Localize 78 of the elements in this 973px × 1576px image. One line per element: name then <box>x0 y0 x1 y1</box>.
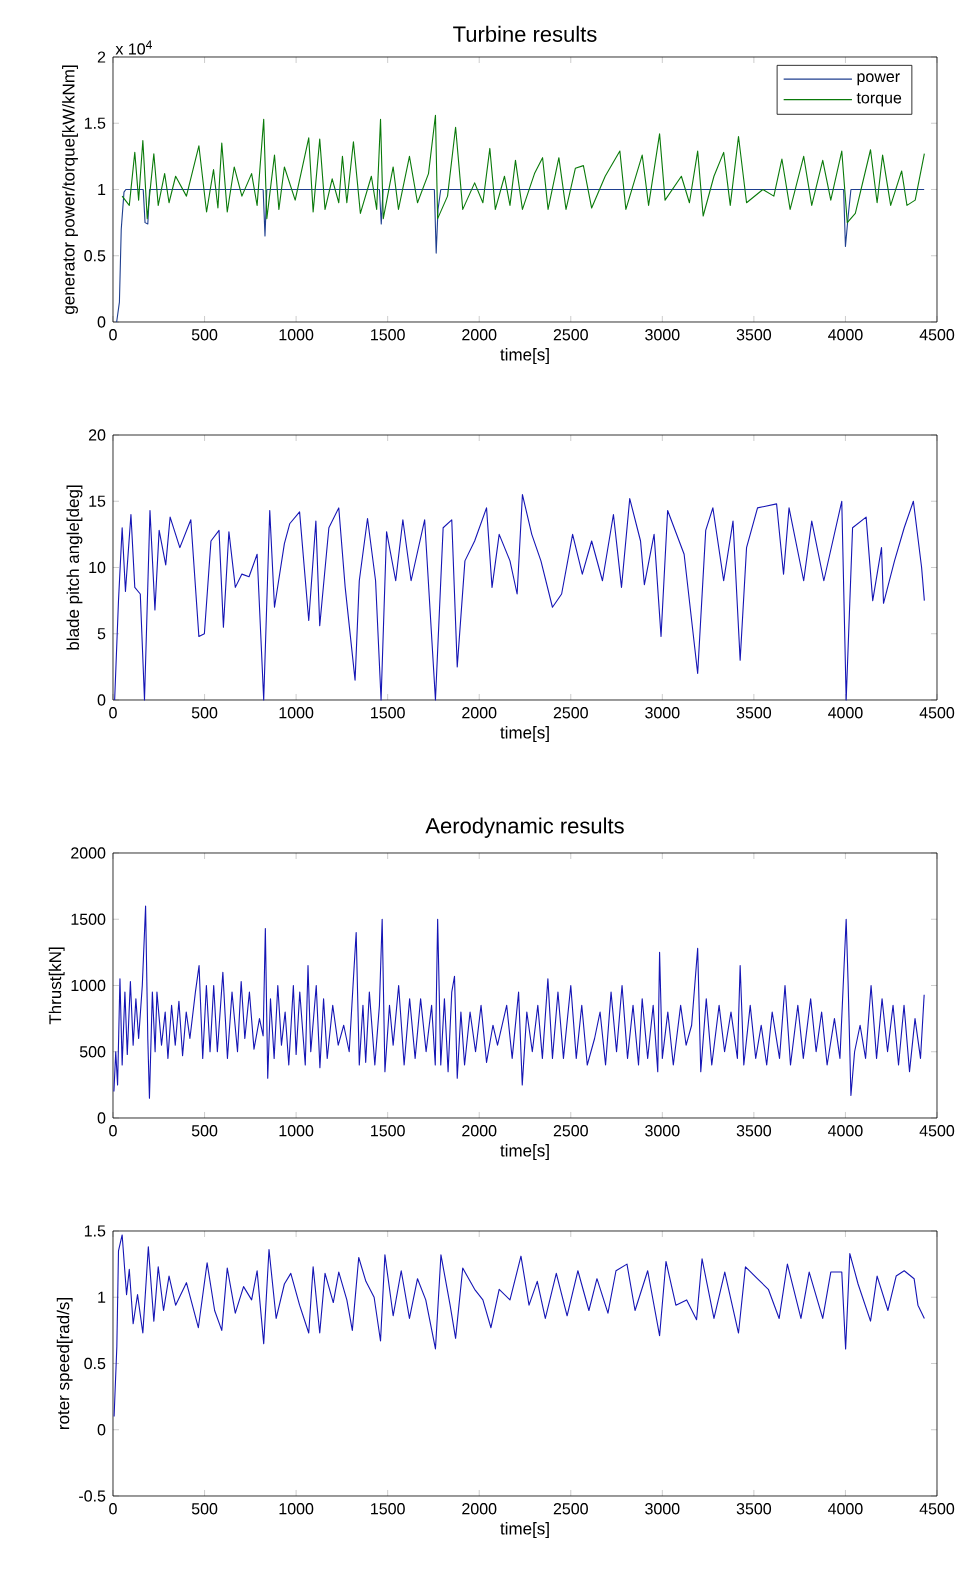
x-tick-label: 3500 <box>736 1125 772 1137</box>
x-tick-label: 3500 <box>736 1503 772 1515</box>
x-tick-label: 3500 <box>736 329 772 341</box>
x-tick-label: 3000 <box>645 1503 680 1515</box>
x-tick-label: 4500 <box>919 329 955 341</box>
x-tick-label: 4000 <box>828 1125 863 1137</box>
y-tick-label: 1 <box>98 183 106 195</box>
y-tick-label: 0 <box>97 1112 106 1124</box>
y-tick-label: 1 <box>98 1291 106 1303</box>
text: x 10$^{4}$ <box>115 40 152 55</box>
y-tick-label: 0.5 <box>84 1357 106 1370</box>
x-tick-label: 2500 <box>553 1125 588 1137</box>
y-axis-title: blade pitch angle[deg] <box>66 485 83 650</box>
line-series <box>113 905 925 1099</box>
x-tick-label: 4000 <box>828 329 863 341</box>
x-tick-label: 0 <box>109 329 117 341</box>
x-tick-label: 4000 <box>828 1503 863 1515</box>
y-tick-label: 10 <box>89 561 106 574</box>
x-tick-label: 1000 <box>279 1503 314 1515</box>
y-tick-label: 20 <box>88 429 106 441</box>
y-axis-title: generator power/torque[kW/kNm] <box>62 65 78 314</box>
x-tick-label: 3000 <box>645 329 680 341</box>
x-axis-title: time[s] <box>500 1144 549 1160</box>
x-tick-label: 1000 <box>279 707 314 719</box>
x-tick-label: 3000 <box>645 707 680 719</box>
y-tick-label: 0 <box>97 1424 106 1436</box>
x-tick-label: 1500 <box>371 1503 405 1515</box>
x-tick-label: 1500 <box>371 707 405 719</box>
x-tick-label: 2000 <box>462 707 497 719</box>
legend-label: power <box>857 73 900 86</box>
y-tick-label: 1.5 <box>84 117 106 129</box>
x-tick-label: 500 <box>191 1503 218 1515</box>
x-axis-title: time[s] <box>500 1522 549 1538</box>
x-tick-label: 500 <box>191 1125 218 1137</box>
x-tick-label: 2500 <box>553 329 588 341</box>
chart-title: Turbine results <box>453 25 597 42</box>
y-tick-label: 0 <box>97 694 106 706</box>
x-tick-label: 1500 <box>371 1125 405 1137</box>
x-axis-title: time[s] <box>500 348 549 364</box>
x-tick-label: 2000 <box>462 329 497 341</box>
x-axis-title: time[s] <box>500 726 549 742</box>
x-tick-label: 2500 <box>553 1503 588 1515</box>
x-tick-label: 2500 <box>553 707 588 719</box>
y-tick-label: 1.5 <box>84 1225 106 1237</box>
x-tick-label: 4500 <box>919 707 955 719</box>
y-tick-label: -0.5 <box>79 1490 106 1502</box>
y-tick-label: 2000 <box>71 847 106 859</box>
x-tick-label: 4500 <box>919 1125 955 1137</box>
x-tick-label: 0 <box>109 1125 117 1137</box>
line-series <box>121 114 925 224</box>
legend-label: torque <box>856 92 902 107</box>
x-tick-label: 2000 <box>462 1125 497 1137</box>
y-tick-label: 1500 <box>71 913 106 925</box>
y-tick-label: 1000 <box>71 979 106 992</box>
line-series <box>114 494 925 701</box>
y-axis-title: roter speed[rad/s] <box>56 1298 73 1429</box>
x-tick-label: 3500 <box>736 707 772 719</box>
x-tick-label: 1000 <box>279 1125 314 1137</box>
x-tick-label: 4500 <box>919 1503 955 1515</box>
x-tick-label: 4000 <box>828 707 863 719</box>
x-tick-label: 500 <box>191 329 218 341</box>
y-tick-label: 0.5 <box>84 250 106 262</box>
chart-title: Aerodynamic results <box>425 817 624 838</box>
x-tick-label: 2000 <box>462 1503 497 1515</box>
x-tick-label: 1000 <box>279 329 314 341</box>
y-tick-label: 2 <box>97 51 106 63</box>
y-tick-label: 500 <box>79 1046 106 1058</box>
line-series <box>116 188 925 323</box>
x-tick-label: 0 <box>109 1503 117 1515</box>
x-tick-label: 500 <box>191 707 218 719</box>
line-series <box>113 1234 925 1418</box>
y-tick-label: 5 <box>97 628 106 640</box>
x-tick-label: 0 <box>109 707 117 719</box>
x-tick-label: 3000 <box>645 1125 680 1137</box>
x-tick-label: 1500 <box>371 329 405 341</box>
y-axis-title: Thrust[kN] <box>48 947 65 1025</box>
y-tick-label: 15 <box>89 495 106 507</box>
y-tick-label: 0 <box>97 316 106 328</box>
